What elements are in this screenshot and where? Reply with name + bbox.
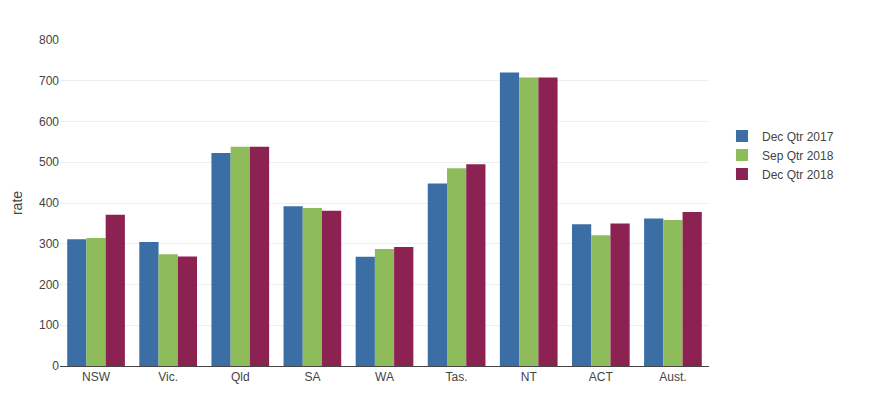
svg-text:300: 300 (39, 237, 59, 251)
svg-text:NT: NT (521, 370, 538, 384)
svg-text:Aust.: Aust. (659, 370, 686, 384)
svg-text:800: 800 (39, 33, 59, 47)
svg-text:600: 600 (39, 115, 59, 129)
svg-text:Dec Qtr 2018: Dec Qtr 2018 (762, 168, 834, 182)
svg-text:WA: WA (375, 370, 394, 384)
svg-text:500: 500 (39, 155, 59, 169)
svg-text:200: 200 (39, 278, 59, 292)
svg-text:SA: SA (304, 370, 320, 384)
svg-text:ACT: ACT (589, 370, 614, 384)
svg-text:NSW: NSW (82, 370, 111, 384)
svg-text:700: 700 (39, 74, 59, 88)
svg-text:rate: rate (9, 191, 25, 215)
svg-text:Qld: Qld (231, 370, 250, 384)
svg-text:400: 400 (39, 196, 59, 210)
svg-text:Dec Qtr 2017: Dec Qtr 2017 (762, 130, 834, 144)
svg-text:100: 100 (39, 318, 59, 332)
svg-text:0: 0 (52, 359, 59, 373)
svg-text:Vic.: Vic. (158, 370, 178, 384)
svg-text:Tas.: Tas. (446, 370, 468, 384)
svg-text:Sep Qtr 2018: Sep Qtr 2018 (762, 149, 834, 163)
